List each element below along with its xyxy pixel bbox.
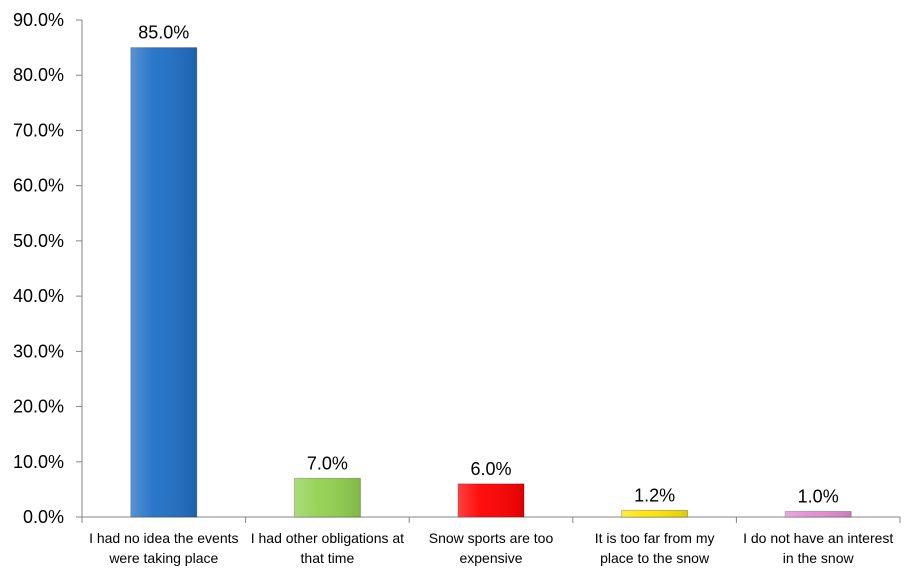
bar-shading	[785, 511, 852, 517]
x-category-label: I do not have an interest	[743, 530, 893, 546]
bar-shading	[621, 510, 688, 517]
data-label: 1.0%	[798, 486, 839, 506]
y-tick-label: 90.0%	[13, 10, 64, 30]
y-tick-label: 0.0%	[23, 507, 64, 527]
x-category-label: were taking place	[108, 550, 218, 566]
bar-shading	[458, 483, 524, 517]
x-category-label: Snow sports are too	[429, 530, 554, 546]
data-label: 6.0%	[470, 459, 511, 479]
data-labels: 85.0% 7.0% 6.0% 1.2% 1.0%	[138, 23, 838, 507]
y-tick-label: 30.0%	[13, 341, 64, 361]
y-tick-label: 20.0%	[13, 397, 64, 417]
x-category-label: I had other obligations at	[251, 530, 404, 546]
x-category-label: that time	[301, 550, 355, 566]
y-axis: 0.0% 10.0% 20.0% 30.0% 40.0% 50.0% 60.0% 70.0% 8…	[13, 10, 83, 527]
x-category-label: place to the snow	[600, 550, 710, 566]
y-tick-label: 50.0%	[13, 231, 64, 251]
x-axis	[81, 516, 901, 523]
y-tick-label: 40.0%	[13, 286, 64, 306]
bar-shading	[294, 478, 361, 517]
y-tick-label: 80.0%	[13, 65, 64, 85]
x-category-label: in the snow	[783, 550, 855, 566]
x-category-label: It is too far from my	[595, 530, 715, 546]
bars	[130, 47, 852, 518]
data-label: 1.2%	[634, 485, 675, 505]
category-labels: I had no idea the events were taking plac…	[89, 530, 893, 566]
data-label: 7.0%	[307, 453, 348, 473]
data-label: 85.0%	[138, 23, 189, 43]
bar-shading	[130, 47, 197, 517]
y-tick-label: 70.0%	[13, 120, 64, 140]
x-category-label: I had no idea the events	[89, 530, 238, 546]
x-category-label: expensive	[459, 550, 522, 566]
y-tick-label: 10.0%	[13, 452, 64, 472]
y-tick-label: 60.0%	[13, 176, 64, 196]
